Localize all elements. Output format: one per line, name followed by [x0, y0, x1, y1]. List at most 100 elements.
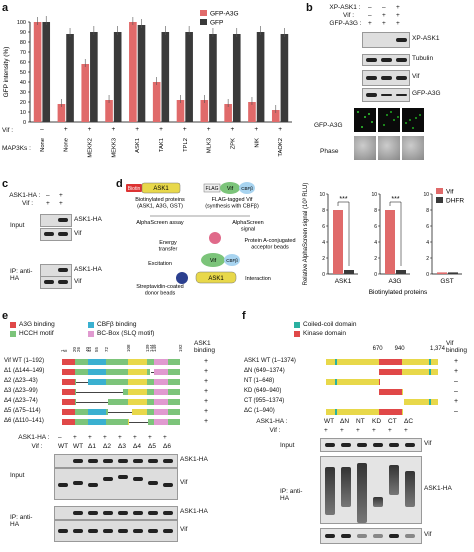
band — [118, 475, 128, 479]
position-label: 44 — [87, 346, 93, 352]
blot-0 — [362, 32, 410, 48]
y-tick-label: 10 — [423, 192, 429, 198]
band — [58, 483, 68, 487]
blot-1 — [54, 468, 178, 500]
legend-label: CBFβ binding — [97, 321, 137, 328]
blot-label: XP-ASK1 — [412, 35, 440, 42]
row-value: Δ3 — [118, 443, 126, 450]
domain-segment — [74, 399, 77, 405]
construct-label: Vif WT (1–192) — [4, 358, 45, 364]
bar-gfp — [137, 25, 146, 122]
vif-state: + — [183, 126, 187, 133]
position-label: 72 — [104, 346, 110, 352]
band — [88, 459, 98, 463]
gfp-image — [354, 108, 376, 132]
band — [58, 280, 68, 284]
row-value: + — [396, 20, 400, 27]
blot-2 — [362, 70, 410, 86]
bar-gfp — [161, 32, 170, 122]
ip-label: IP: anti-HA — [10, 514, 33, 528]
blot-label: GFP-A3G — [412, 90, 441, 97]
row-value: + — [340, 427, 344, 434]
blot-0 — [54, 454, 178, 468]
row-value: – — [58, 434, 62, 441]
y-tick-label: 70 — [20, 50, 26, 56]
significance-bracket — [389, 201, 402, 266]
binding-value: + — [454, 358, 459, 365]
row-label: Vif : — [343, 12, 355, 19]
domain-segment — [146, 399, 155, 405]
category-label: ASK1 — [335, 278, 352, 285]
significance-label: *** — [391, 196, 399, 203]
image-row-label: Phase — [320, 148, 339, 155]
y-tick-label: 60 — [20, 60, 26, 66]
bar-vif — [385, 210, 395, 274]
band — [133, 529, 143, 533]
row-value: + — [356, 427, 360, 434]
bar-dhfr — [396, 270, 406, 274]
row-label: ASK1-HA : — [18, 434, 50, 441]
y-tick-label: 4 — [374, 240, 377, 246]
blot-label: Vif — [412, 73, 420, 80]
row-label: Vif : — [269, 427, 281, 434]
ip-label: IP: anti-HA — [10, 268, 33, 282]
binding-value: + — [204, 378, 209, 385]
vif-state: + — [159, 126, 163, 133]
domain-segment — [74, 409, 88, 415]
blot-3 — [362, 88, 410, 102]
y-tick-label: 80 — [20, 40, 26, 46]
vif-complex — [201, 253, 225, 267]
construct-label: NT (1–648) — [244, 378, 275, 384]
domain-segment — [168, 359, 180, 365]
band — [405, 534, 415, 538]
domain-segment — [378, 369, 403, 375]
vif-shape — [220, 182, 240, 194]
signal-label: signal — [241, 227, 255, 233]
domain-segment — [326, 379, 335, 385]
cbfb-shape — [239, 182, 255, 194]
bar-gfp-a3g — [224, 104, 232, 122]
y-tick-label: 10 — [20, 110, 26, 116]
panel-d-diagram: Biotin ASK1 FLAG Vif CBFβ Biotinylated protei… — [126, 182, 296, 297]
domain-segment — [105, 409, 109, 415]
bar-gfp — [209, 34, 217, 122]
row-value: CT — [388, 418, 397, 425]
row-value: NT — [356, 418, 365, 425]
band — [389, 443, 399, 447]
domain-segment — [146, 369, 151, 375]
band — [163, 511, 173, 515]
domain-segment — [334, 409, 338, 415]
category-label: TPL2 — [183, 138, 189, 152]
domain-segment — [128, 359, 147, 365]
domain-segment — [128, 379, 147, 385]
significance-bracket — [337, 201, 350, 266]
band — [44, 280, 54, 284]
deletion-line — [150, 372, 155, 373]
row-value: ΔC — [404, 418, 414, 425]
phase-image — [402, 136, 424, 160]
blot-1 — [362, 54, 410, 66]
legend-swatch — [294, 322, 300, 328]
input-label: Input — [280, 442, 295, 449]
deletion-line — [108, 412, 132, 413]
band — [357, 443, 367, 447]
signal-label: AlphaScreen — [232, 220, 264, 226]
legend-swatch — [200, 19, 207, 25]
domain-segment — [128, 389, 147, 395]
bar-gfp-a3g — [81, 64, 90, 122]
gfp-image — [402, 108, 424, 132]
blot-label: ASK1-HA — [74, 266, 102, 273]
row-label: XP-ASK1 : — [329, 4, 361, 11]
ask1-box — [141, 182, 181, 194]
cell-dot — [419, 114, 421, 116]
band — [389, 534, 399, 538]
construct-label: ΔN (649–1374) — [244, 368, 285, 374]
row-value: Δ2 — [103, 443, 111, 450]
binding-value: – — [454, 408, 458, 415]
biotin-label: Biotin — [128, 186, 141, 192]
vif-state: + — [207, 126, 211, 133]
row-label: ASK1-HA : — [9, 192, 41, 199]
gfp-image — [378, 108, 400, 132]
domain-segment — [429, 369, 432, 375]
category-label: ZPK — [230, 138, 236, 149]
